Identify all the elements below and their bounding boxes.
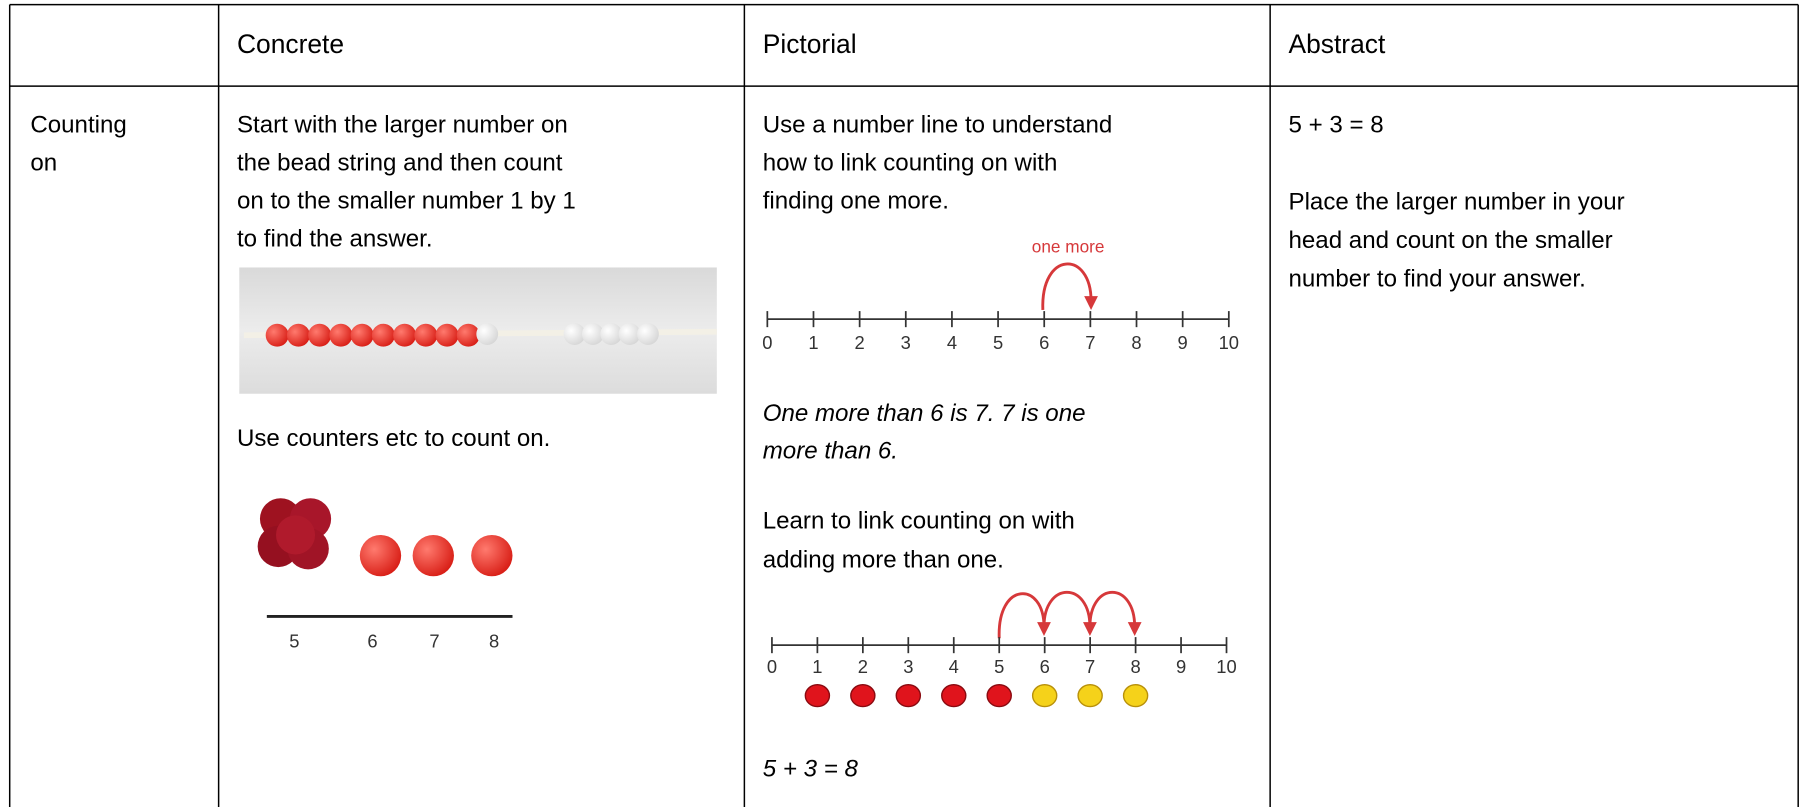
red-bead	[436, 324, 459, 347]
counter-dot	[851, 685, 875, 707]
red-bead	[329, 324, 352, 347]
number-line-label: 3	[903, 656, 913, 677]
counter-label: 6	[367, 631, 377, 652]
number-line-label: 0	[767, 656, 777, 677]
red-bead	[351, 324, 374, 347]
counter-dot	[1078, 685, 1102, 707]
number-line-label: 7	[1085, 656, 1095, 677]
row-label: Counting	[30, 112, 126, 139]
pictorial-equation: 5 + 3 = 8	[763, 756, 859, 783]
number-line-label: 5	[994, 656, 1004, 677]
white-bead	[476, 323, 498, 345]
number-line-label: 4	[947, 332, 957, 353]
number-line-label: 7	[1085, 332, 1095, 353]
counter-dot	[1124, 685, 1148, 707]
white-bead	[637, 323, 659, 345]
abstract-text: head and count on the smaller	[1289, 227, 1613, 254]
number-line-label: 10	[1216, 656, 1236, 677]
concrete-text: on to the smaller number 1 by 1	[237, 187, 576, 214]
red-bead	[308, 324, 331, 347]
pictorial-text: finding one more.	[763, 187, 949, 214]
counter-dot	[942, 685, 966, 707]
pictorial-example: more than 6.	[763, 438, 898, 465]
counter-dot	[987, 685, 1011, 707]
pictorial-text: Learn to link counting on with	[763, 508, 1075, 535]
abstract-text: number to find your answer.	[1289, 265, 1586, 292]
number-line-label: 8	[1131, 332, 1141, 353]
pictorial-text: Use a number line to understand	[763, 112, 1113, 139]
number-line-label: 2	[855, 332, 865, 353]
number-line-label: 9	[1178, 332, 1188, 353]
red-bead	[414, 324, 437, 347]
number-line-label: 10	[1219, 332, 1239, 353]
red-bead	[393, 324, 416, 347]
column-header: Concrete	[237, 29, 344, 59]
row-label: on	[30, 150, 57, 177]
concrete-text: the bead string and then count	[237, 150, 563, 177]
number-line-label: 4	[949, 656, 959, 677]
number-line-label: 3	[901, 332, 911, 353]
red-bead	[372, 324, 395, 347]
counter-dot	[1033, 685, 1057, 707]
counter-dot	[805, 685, 829, 707]
red-bead	[266, 324, 289, 347]
red-bead	[287, 324, 310, 347]
counter-label: 8	[489, 631, 499, 652]
bead-string-image	[239, 267, 717, 393]
number-line-label: 5	[993, 332, 1003, 353]
concrete-text: to find the answer.	[237, 225, 433, 252]
number-line-label: 1	[812, 656, 822, 677]
number-line-label: 6	[1039, 332, 1049, 353]
table: Concrete Pictorial Abstract Counting on Start…	[0, 0, 1801, 807]
counter-label: 7	[429, 631, 439, 652]
number-line-label: 1	[808, 332, 818, 353]
red-bead	[457, 324, 480, 347]
pictorial-text: how to link counting on with	[763, 150, 1058, 177]
counters-image	[258, 498, 513, 616]
number-line-label: 8	[1130, 656, 1140, 677]
number-line-1	[767, 264, 1228, 319]
column-header: Abstract	[1289, 29, 1386, 59]
page: {"table": { "columns": ["Concrete", "Pic…	[0, 0, 1801, 807]
abstract-text: Place the larger number in your	[1289, 189, 1625, 216]
concrete-text: Start with the larger number on	[237, 112, 568, 139]
counter-dot	[896, 685, 920, 707]
pictorial-text: adding more than one.	[763, 547, 1004, 574]
number-line-label: 6	[1040, 656, 1050, 677]
counter-label: 5	[289, 631, 299, 652]
concrete-text: Use counters etc to count on.	[237, 425, 550, 452]
number-line-label: 0	[762, 332, 772, 353]
column-header: Pictorial	[763, 29, 857, 59]
number-line-label: 2	[858, 656, 868, 677]
number-line-annotation: one more	[1032, 237, 1105, 257]
pictorial-example: One more than 6 is 7. 7 is one	[763, 400, 1086, 427]
abstract-equation: 5 + 3 = 8	[1289, 112, 1384, 139]
number-line-label: 9	[1176, 656, 1186, 677]
